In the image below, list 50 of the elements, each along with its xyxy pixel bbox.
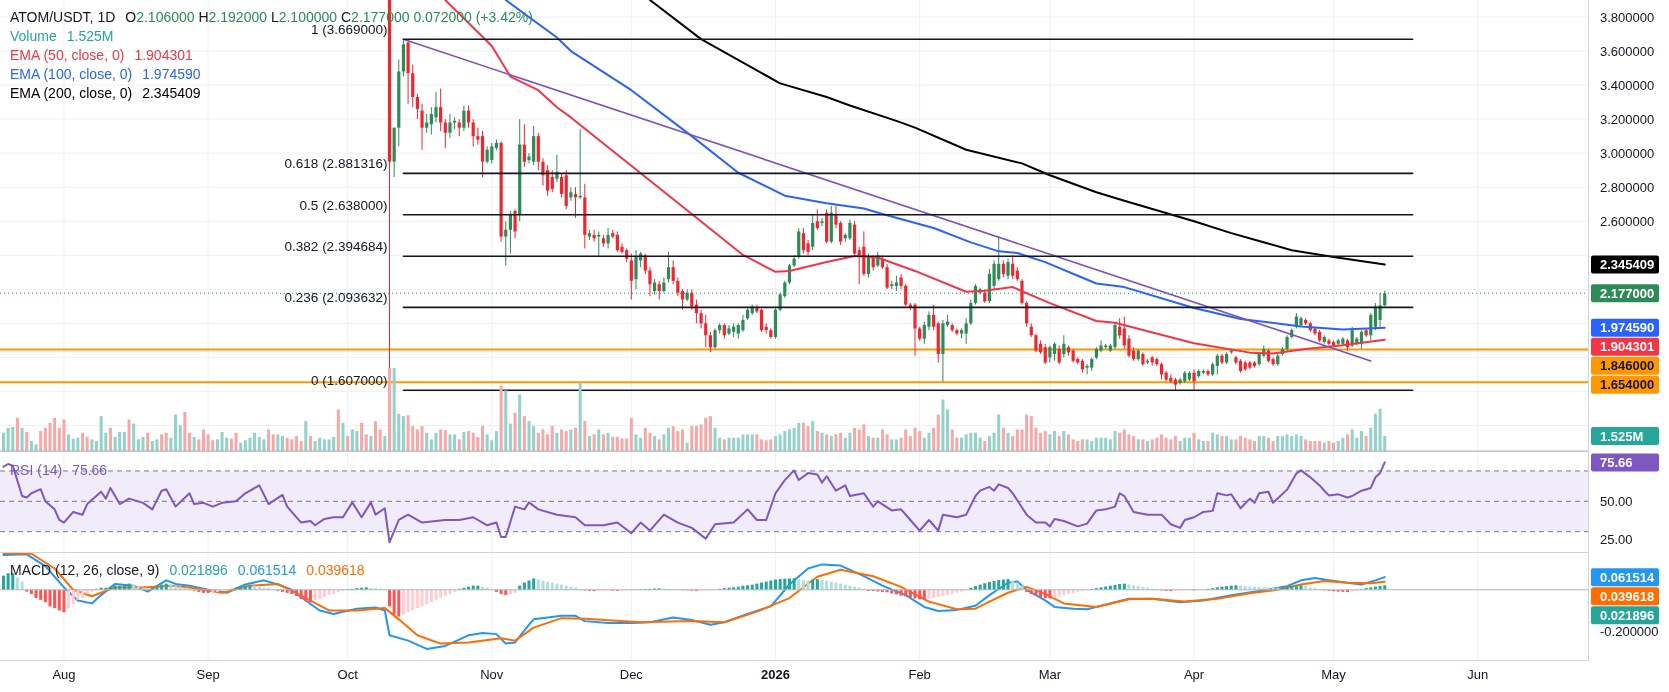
text: ATOM/USDT, 1D xyxy=(10,9,116,25)
x-tick-label: Oct xyxy=(337,667,359,682)
y-tick-label: 2.800000 xyxy=(1600,179,1655,195)
text: 2.345409 xyxy=(1600,257,1655,273)
text: 75.66 xyxy=(1600,454,1633,470)
text: 1.904301 xyxy=(1600,339,1655,355)
x-tick-label: Mar xyxy=(1038,667,1062,682)
series-label: 0.618 (2.881316) xyxy=(284,156,388,172)
text: EMA (50, close, 0) xyxy=(10,47,125,63)
y-tick-label: 3.400000 xyxy=(1600,77,1655,93)
ref-line-label: 2.177000 xyxy=(1600,285,1655,301)
text: Volume xyxy=(10,28,57,44)
text: 0.061514 xyxy=(1600,569,1655,585)
y-tick-label: 3.200000 xyxy=(1600,111,1655,127)
y-tick-label: 50.00 xyxy=(1600,493,1633,509)
y-tick-label: 2.600000 xyxy=(1600,213,1655,229)
x-tick-label: May xyxy=(1321,667,1347,682)
text: 1.525M xyxy=(1600,428,1644,444)
x-tick-label: Feb xyxy=(908,667,931,682)
annotation: 0.039618 xyxy=(306,562,365,578)
ref-line-label: 1.654000 xyxy=(1600,377,1655,393)
series-label: 0.5 (2.638000) xyxy=(299,197,388,213)
text: 1.525M xyxy=(66,28,114,44)
annotation: 0.021896 xyxy=(169,562,228,578)
series-label: 1 (3.669000) xyxy=(310,22,388,38)
series-label: 0.236 (2.093632) xyxy=(284,290,388,306)
text: 1.974590 xyxy=(1600,320,1655,336)
series-label: 0.382 (2.394684) xyxy=(284,239,388,255)
annotation: 0.061514 xyxy=(237,562,297,578)
y-tick-label: 3.000000 xyxy=(1600,145,1655,161)
y-tick-label: 25.00 xyxy=(1600,531,1633,547)
text: EMA (100, close, 0) xyxy=(10,66,133,82)
x-tick-label: 2026 xyxy=(761,667,790,682)
ref-line-label: 1.846000 xyxy=(1600,358,1655,374)
x-tick-label: Sep xyxy=(196,667,220,682)
y-tick-label: 3.800000 xyxy=(1600,9,1655,25)
x-tick-label: Apr xyxy=(1183,667,1205,682)
y-tick-label: 3.600000 xyxy=(1600,43,1655,59)
text: EMA (200, close, 0) xyxy=(10,85,133,101)
text: 0.039618 xyxy=(1600,588,1655,604)
x-tick-label: Nov xyxy=(480,667,504,682)
annotation: 75.66 xyxy=(72,462,108,478)
x-tick-label: Jun xyxy=(1467,667,1489,682)
text: 0.021896 xyxy=(1600,607,1655,623)
x-tick-label: Dec xyxy=(619,667,644,682)
annotation: 2.345409 xyxy=(142,85,201,101)
annotation: 1.974590 xyxy=(142,66,201,82)
text: -0.200000 xyxy=(1600,623,1659,639)
x-tick-label: Aug xyxy=(52,667,76,682)
annotation: 1.904301 xyxy=(134,47,193,63)
